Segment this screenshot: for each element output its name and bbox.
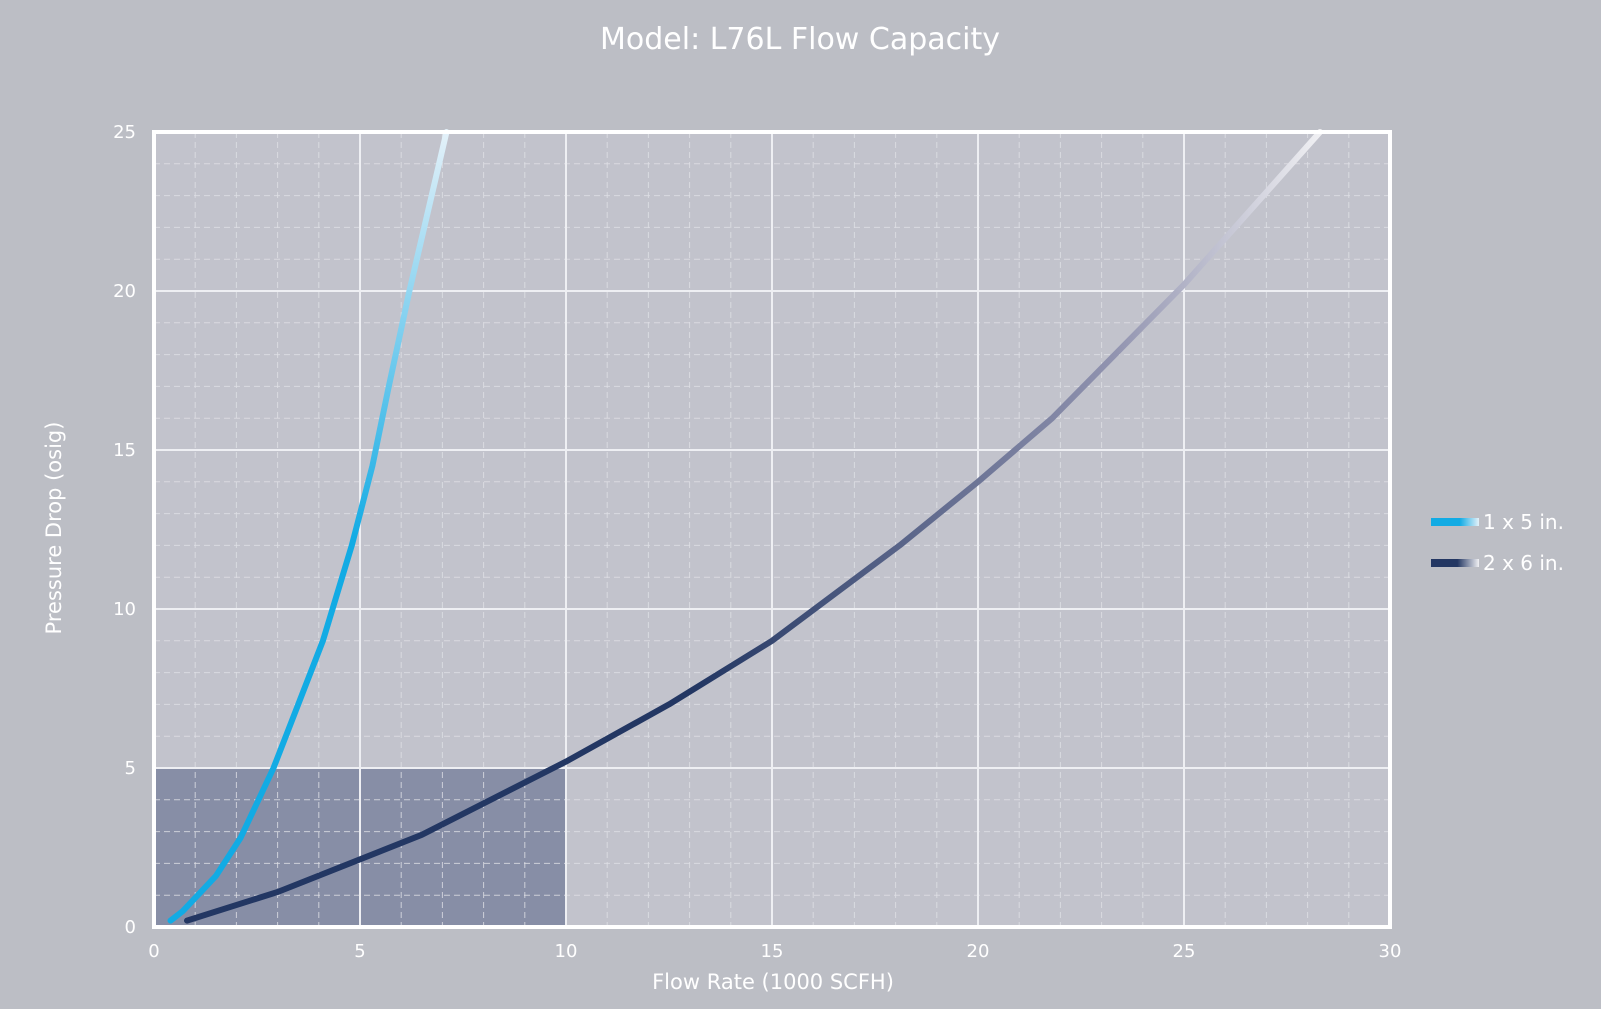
y-tick-label: 0: [125, 917, 136, 938]
x-axis-title: Flow Rate (1000 SCFH): [652, 970, 894, 994]
x-tick-label: 10: [555, 941, 578, 962]
legend-label-2: 2 x 6 in.: [1483, 551, 1564, 575]
legend-label-1: 1 x 5 in.: [1483, 510, 1564, 534]
y-tick-label: 10: [113, 599, 136, 620]
y-axis-title: Pressure Drop (osig): [42, 422, 66, 635]
x-tick-labels: 0 5 10 15 20 25 30: [148, 941, 1401, 962]
x-tick-label: 15: [761, 941, 784, 962]
legend: 1 x 5 in. 2 x 6 in.: [1431, 510, 1564, 575]
legend-swatch-1: [1431, 518, 1479, 526]
y-tick-label: 5: [125, 758, 136, 779]
legend-swatch-2: [1431, 559, 1479, 567]
chart-title: Model: L76L Flow Capacity: [600, 22, 1000, 57]
y-tick-labels: 0 5 10 15 20 25: [113, 122, 136, 938]
major-grid: [154, 132, 1390, 927]
y-tick-label: 15: [113, 440, 136, 461]
series-line-2: [184, 129, 1323, 924]
series-layer: [167, 129, 1323, 924]
x-tick-label: 5: [354, 941, 365, 962]
series-line-1: [167, 129, 450, 924]
x-tick-label: 0: [148, 941, 159, 962]
y-tick-label: 20: [113, 281, 136, 302]
x-tick-label: 20: [967, 941, 990, 962]
x-tick-label: 25: [1173, 941, 1196, 962]
y-tick-label: 25: [113, 122, 136, 143]
x-tick-label: 30: [1379, 941, 1402, 962]
plot-frame: [152, 130, 1392, 929]
